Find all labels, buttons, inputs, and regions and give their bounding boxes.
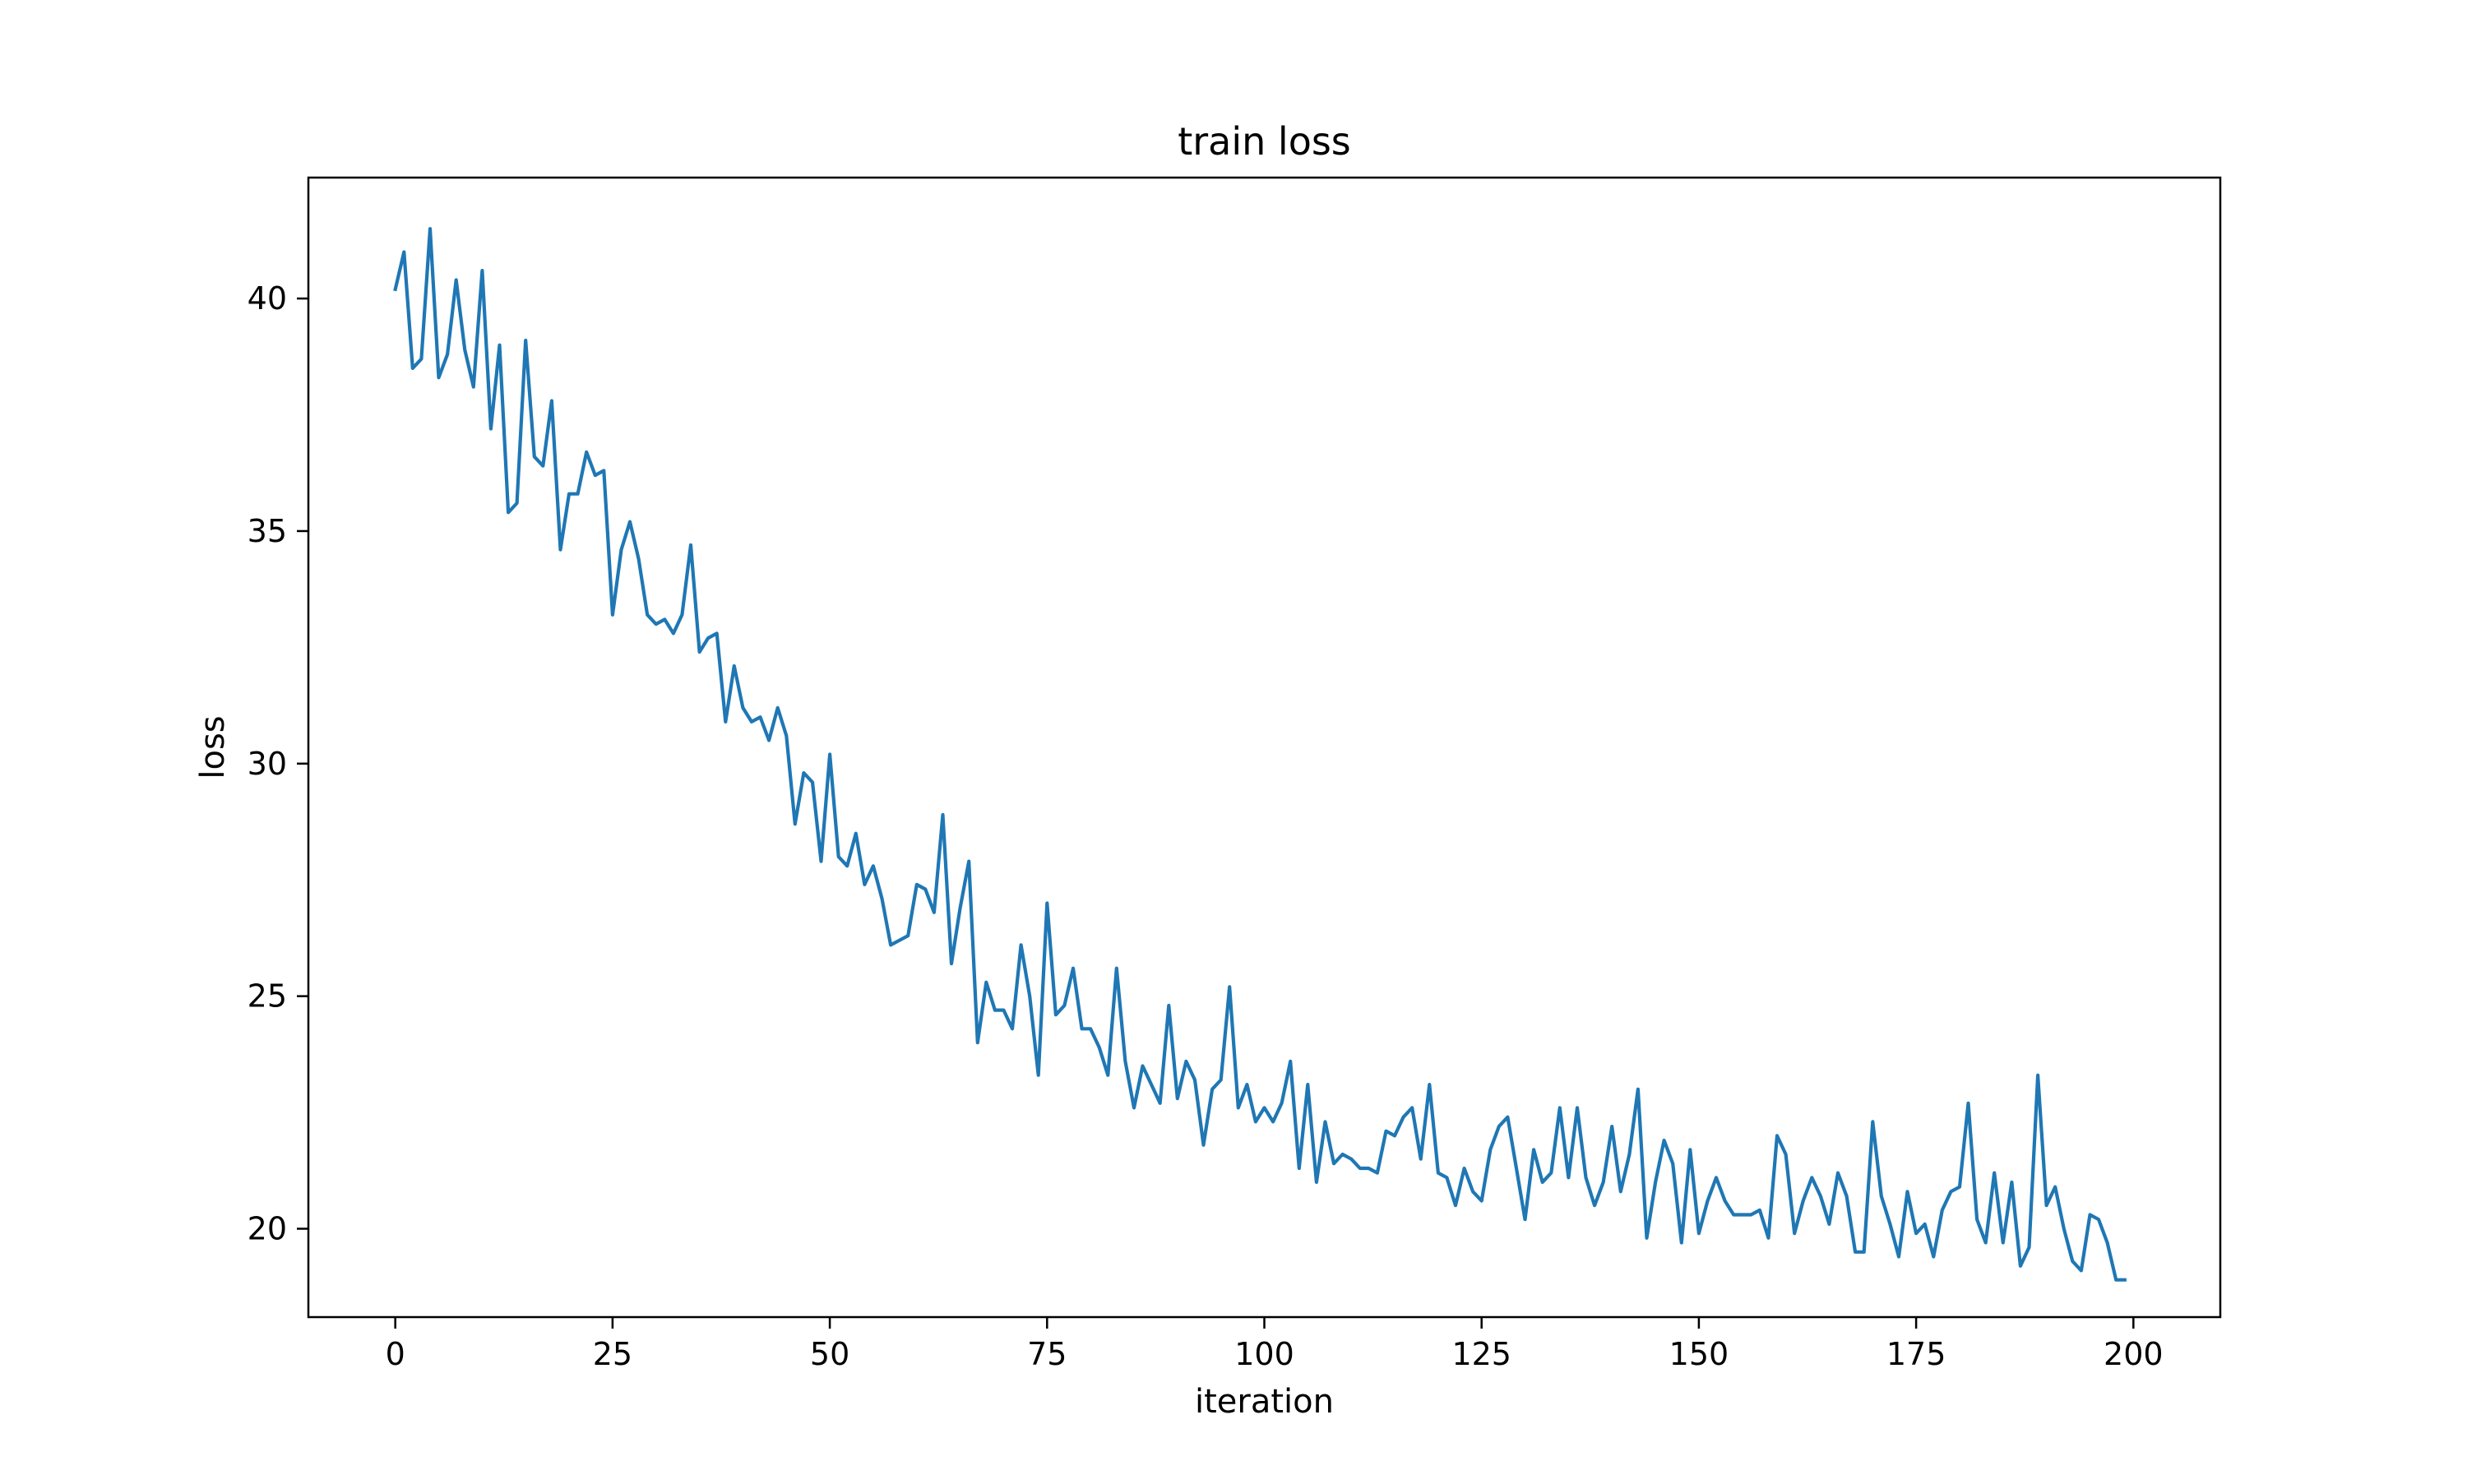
y-tick-label: 20: [248, 1211, 287, 1247]
x-axis-ticks: 0 25 50 75 100 125 150 175 200: [386, 1317, 2164, 1372]
y-axis-ticks: 20 25 30 35 40: [248, 280, 308, 1247]
x-tick-label: 75: [1027, 1336, 1067, 1372]
y-tick-label: 35: [248, 513, 287, 549]
x-tick-label: 100: [1234, 1336, 1294, 1372]
x-tick-label: 25: [593, 1336, 632, 1372]
x-axis-label: iteration: [1195, 1383, 1334, 1421]
x-tick-label: 0: [386, 1336, 405, 1372]
x-tick-label: 125: [1451, 1336, 1511, 1372]
x-tick-label: 50: [810, 1336, 849, 1372]
x-tick-label: 150: [1669, 1336, 1729, 1372]
y-tick-label: 30: [248, 746, 287, 782]
y-tick-label: 25: [248, 978, 287, 1015]
y-axis-label: loss: [194, 715, 232, 779]
x-tick-label: 200: [2104, 1336, 2164, 1372]
chart-title: train loss: [1178, 119, 1351, 164]
x-tick-label: 175: [1886, 1336, 1946, 1372]
y-tick-label: 40: [248, 280, 287, 317]
series-line-0: [393, 227, 2127, 1282]
series-layer: [393, 227, 2127, 1282]
